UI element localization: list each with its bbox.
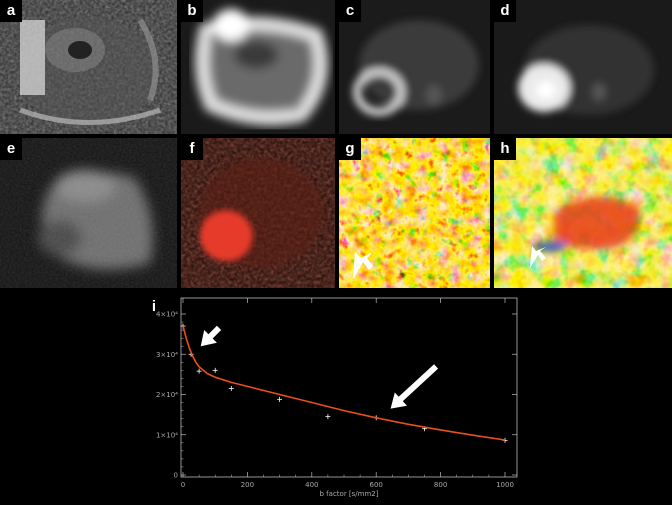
x-tick-label: 600 — [370, 481, 383, 489]
x-tick-label: 400 — [305, 481, 318, 489]
panel-c: c — [339, 0, 490, 134]
panel-d-image — [494, 0, 672, 134]
fit-curve — [182, 325, 506, 441]
panel-b-image — [181, 0, 335, 134]
y-tick-label: 2×10⁴ — [156, 391, 178, 399]
panel-a: a — [0, 0, 177, 134]
arrow-icon — [353, 252, 373, 280]
y-tick-label: 0 — [174, 472, 178, 480]
arrow-head — [390, 392, 407, 409]
arrow-head — [200, 330, 217, 347]
data-point — [325, 414, 331, 420]
arrow-icon — [390, 364, 439, 409]
data-point — [228, 385, 234, 391]
panel-i: i 0 200 400 600 800 1000 0 1×10⁴ 2×10⁴ 3×10⁴ 4×10⁴… — [0, 292, 672, 505]
x-tick-label: 1000 — [496, 481, 514, 489]
panel-c-image — [339, 0, 490, 134]
chart-panel-label: i — [152, 298, 156, 315]
signal-decay-chart: i 0 200 400 600 800 1000 0 1×10⁴ 2×10⁴ 3×10⁴ 4×10⁴… — [143, 294, 518, 498]
x-tick-label: 0 — [181, 481, 185, 489]
panel-e: e — [0, 138, 177, 288]
panel-h: h — [494, 138, 672, 288]
panel-label: d — [494, 0, 516, 22]
plot-frame — [180, 297, 518, 478]
x-axis-label: b factor [s/mm2] — [320, 490, 379, 498]
y-tick-label: 4×10⁴ — [156, 311, 178, 319]
panel-d: d — [494, 0, 672, 134]
y-tick-label: 3×10⁴ — [156, 351, 178, 359]
panel-g-image — [339, 138, 490, 288]
panel-g: g — [339, 138, 490, 288]
panel-h-image — [494, 138, 672, 288]
panel-label: c — [339, 0, 361, 22]
panel-label: b — [181, 0, 203, 22]
x-tick-label: 800 — [434, 481, 447, 489]
panel-label: g — [339, 138, 361, 160]
panel-label: h — [494, 138, 516, 160]
y-tick-label: 1×10⁴ — [156, 431, 178, 439]
arrow-shaft — [393, 364, 439, 406]
panel-label: f — [181, 138, 203, 160]
panel-a-image — [0, 0, 177, 134]
panel-b: b — [181, 0, 335, 134]
data-point — [196, 368, 202, 374]
x-tick-label: 200 — [241, 481, 254, 489]
arrow-icon — [530, 246, 546, 268]
panel-f: f — [181, 138, 335, 288]
data-point — [212, 367, 218, 373]
panel-e-image — [0, 138, 177, 288]
panel-f-image — [181, 138, 335, 288]
panel-label: a — [0, 0, 22, 22]
panel-label: e — [0, 138, 22, 160]
arrow-icon — [200, 325, 222, 347]
data-point — [277, 396, 283, 402]
